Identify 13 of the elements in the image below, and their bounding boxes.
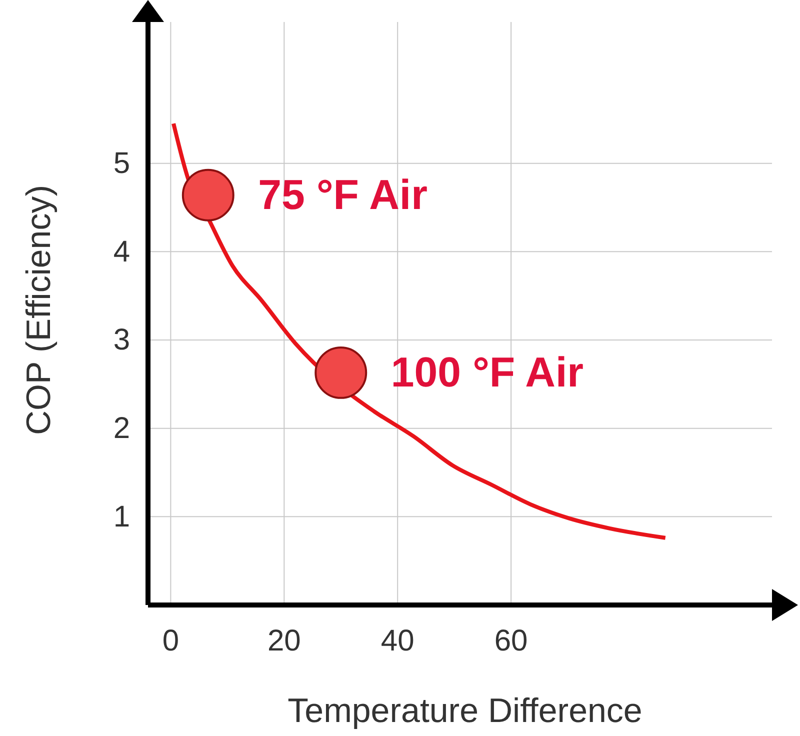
y-tick-label: 5: [113, 146, 130, 180]
annotation: 100 °F Air: [390, 348, 584, 396]
y-axis-title: COP (Efficiency): [20, 184, 58, 436]
x-tick-label: 60: [494, 624, 528, 658]
x-tick-label: 0: [162, 624, 180, 658]
x-tick-label: 40: [380, 624, 414, 658]
x-tick-label: 20: [267, 624, 301, 658]
y-tick-label: 3: [113, 324, 130, 357]
annotation: 75 °F Air: [258, 171, 428, 218]
x-axis-title: Temperature Difference: [288, 692, 642, 730]
y-tick-label: 1: [113, 500, 130, 534]
y-tick-label: 4: [113, 235, 130, 268]
y-tick-label: 2: [113, 412, 130, 445]
